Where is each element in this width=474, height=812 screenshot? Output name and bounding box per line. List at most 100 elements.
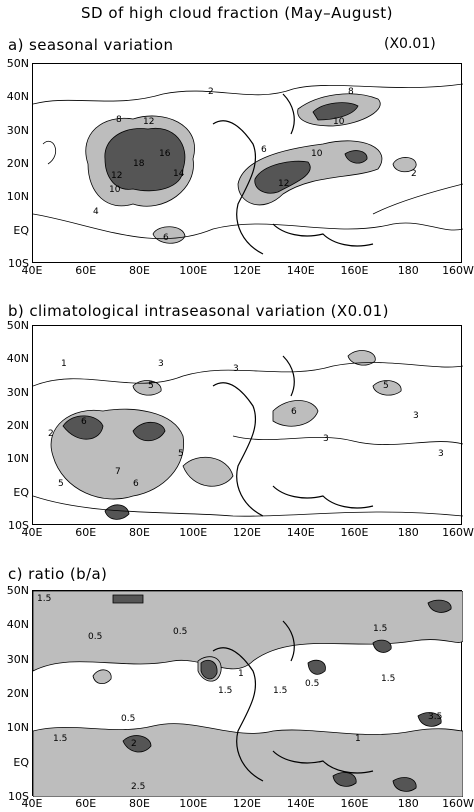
contour-label: 1.5 bbox=[218, 686, 232, 696]
contour-label: 0.5 bbox=[173, 627, 187, 637]
contour-label: 3 bbox=[233, 364, 239, 374]
lat-tick-label: EQ bbox=[13, 223, 29, 237]
lat-tick-label: 10N bbox=[6, 721, 29, 735]
contour-label: 8 bbox=[116, 115, 122, 125]
panel-c-title: c) ratio (b/a) bbox=[8, 565, 108, 583]
panel-a-scale: (X0.01) bbox=[384, 36, 436, 52]
contour-label: 5 bbox=[148, 381, 154, 391]
lat-tick-label: EQ bbox=[13, 755, 29, 769]
lon-tick-label: 100E bbox=[179, 526, 208, 539]
lat-tick-label: 20N bbox=[6, 157, 29, 170]
lat-tick-label: 40N bbox=[6, 618, 29, 632]
lat-tick-label: 10S bbox=[8, 519, 29, 532]
contour-label: 6 bbox=[163, 233, 169, 243]
lon-tick-label: 60E bbox=[75, 797, 97, 810]
lon-tick-label: 60E bbox=[75, 264, 97, 277]
lon-tick-label: 40E bbox=[21, 264, 43, 277]
lon-tick-label: 140E bbox=[286, 264, 315, 277]
contour-label: 1.5 bbox=[273, 686, 287, 696]
contour-label: 0.5 bbox=[305, 679, 319, 689]
lon-tick-label: 60E bbox=[75, 526, 97, 539]
contour-label: 8 bbox=[348, 87, 354, 97]
panel-c-contours: 1.5 0.5 0.5 1.5 1.5 0.5 1.5 1.5 3.5 2 2.… bbox=[33, 591, 463, 797]
contour-label: 18 bbox=[133, 159, 145, 169]
contour-label: 14 bbox=[173, 169, 185, 179]
contour-label: 7 bbox=[115, 467, 121, 477]
lat-tick-label: 10N bbox=[6, 452, 29, 466]
contour-label: 2.5 bbox=[131, 782, 145, 792]
contour-label: 5 bbox=[178, 449, 184, 459]
lat-tick-label: 40N bbox=[6, 352, 29, 366]
lon-tick-label: 180 bbox=[397, 264, 419, 277]
panel-b-contours: 2 6 7 6 5 5 3 1 5 6 5 3 3 3 3 bbox=[33, 350, 463, 520]
contour-label: 1 bbox=[61, 359, 67, 369]
contour-label: 3 bbox=[158, 359, 164, 369]
contour-label: 10 bbox=[109, 185, 121, 195]
lon-tick-label: 160W bbox=[442, 797, 474, 810]
lat-tick-label: 10S bbox=[8, 790, 29, 803]
contour-label: 1.5 bbox=[37, 594, 51, 604]
lon-tick-label: 40E bbox=[21, 797, 43, 810]
figure-title: SD of high cloud fraction (May–August) bbox=[80, 4, 394, 22]
contour-label: 5 bbox=[58, 479, 64, 489]
panel-b-title: b) climatological intraseasonal variatio… bbox=[8, 302, 389, 320]
panel-c-map: 1.5 0.5 0.5 1.5 1.5 0.5 1.5 1.5 3.5 2 2.… bbox=[32, 590, 463, 797]
lon-tick-label: 160E bbox=[340, 526, 369, 539]
panel-a-map: 8 12 16 18 14 12 10 12 10 10 8 2 2 4 6 6 bbox=[32, 63, 463, 263]
lat-tick-label: 30N bbox=[6, 123, 29, 137]
lon-tick-label: 140E bbox=[286, 526, 315, 539]
contour-label: 2 bbox=[411, 169, 417, 179]
lon-tick-label: 160W bbox=[442, 264, 474, 277]
lon-tick-label: 120E bbox=[233, 526, 261, 539]
lat-tick-label: 10N bbox=[6, 190, 29, 204]
lat-tick-label: 20N bbox=[6, 687, 29, 700]
lon-tick-label: 100E bbox=[179, 264, 208, 277]
lon-tick-label: 80E bbox=[129, 264, 150, 277]
lat-tick-label: 30N bbox=[6, 652, 29, 666]
contour-label: 2 bbox=[48, 429, 54, 439]
contour-label: 6 bbox=[81, 417, 87, 427]
lon-tick-label: 160E bbox=[340, 797, 369, 810]
contour-label: 12 bbox=[111, 171, 122, 181]
contour-label: 3 bbox=[323, 434, 329, 444]
lat-tick-label: 30N bbox=[6, 385, 29, 399]
lon-tick-label: 140E bbox=[286, 797, 315, 810]
contour-label: 1 bbox=[238, 669, 244, 679]
lon-tick-label: 80E bbox=[129, 526, 150, 539]
lat-tick-label: 50N bbox=[6, 57, 29, 70]
contour-label: 1 bbox=[355, 734, 361, 744]
lon-tick-label: 120E bbox=[233, 797, 261, 810]
lat-tick-label: 20N bbox=[6, 419, 29, 432]
lat-tick-label: 40N bbox=[6, 90, 29, 104]
panel-a-contours: 8 12 16 18 14 12 10 12 10 10 8 2 2 4 6 6 bbox=[33, 83, 463, 255]
lon-tick-label: 160W bbox=[442, 526, 474, 539]
lon-tick-label: 180 bbox=[397, 797, 419, 810]
contour-label: 1.5 bbox=[381, 674, 395, 684]
lon-tick-label: 100E bbox=[179, 797, 208, 810]
lon-tick-label: 180 bbox=[397, 526, 419, 539]
contour-label: 10 bbox=[333, 117, 345, 127]
contour-label: 12 bbox=[143, 117, 154, 127]
panel-b-map: 2 6 7 6 5 5 3 1 5 6 5 3 3 3 3 bbox=[32, 325, 463, 525]
contour-label: 4 bbox=[93, 207, 99, 217]
contour-label: 3 bbox=[438, 449, 444, 459]
lon-tick-label: 80E bbox=[129, 797, 150, 810]
contour-label: 16 bbox=[159, 149, 171, 159]
panel-a-title: a) seasonal variation bbox=[8, 36, 174, 54]
lat-tick-label: 50N bbox=[6, 319, 29, 332]
contour-label: 1.5 bbox=[53, 734, 67, 744]
lon-tick-label: 160E bbox=[340, 264, 369, 277]
contour-label: 1.5 bbox=[373, 624, 387, 634]
lat-tick-label: EQ bbox=[13, 485, 29, 499]
lon-tick-label: 120E bbox=[233, 264, 261, 277]
lat-tick-label: 10S bbox=[8, 257, 29, 270]
contour-label: 3.5 bbox=[428, 712, 442, 722]
contour-label: 12 bbox=[278, 179, 289, 189]
contour-label: 2 bbox=[131, 739, 137, 749]
contour-label: 10 bbox=[311, 149, 323, 159]
contour-label: 6 bbox=[291, 407, 297, 417]
contour-label: 5 bbox=[383, 381, 389, 391]
lon-tick-label: 40E bbox=[21, 526, 43, 539]
contour-label: 6 bbox=[261, 145, 267, 155]
contour-label: 0.5 bbox=[88, 632, 102, 642]
